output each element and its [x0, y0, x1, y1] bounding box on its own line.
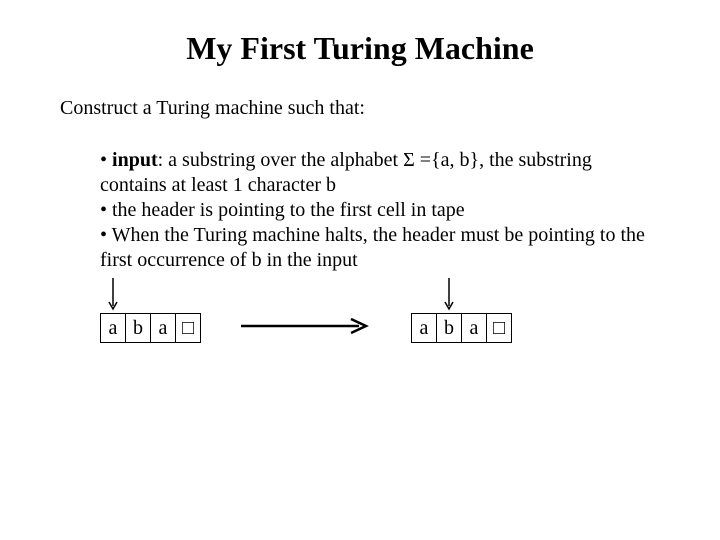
bullet-item: • When the Turing machine halts, the hea… — [100, 223, 660, 273]
tape-cell: a — [461, 313, 487, 343]
tape-right: a b a □ — [411, 313, 512, 343]
bullet-marker: • — [100, 149, 112, 171]
transition-arrow-icon — [241, 316, 371, 341]
pointer-arrow-right — [443, 278, 455, 318]
tape-left: a b a □ — [100, 313, 201, 343]
slide: My First Turing Machine Construct a Turi… — [0, 0, 720, 343]
bullet-item: • the header is pointing to the first ce… — [100, 198, 660, 223]
tapes-row: a b a □ a b a — [100, 313, 660, 343]
tape-cell: b — [125, 313, 151, 343]
tape-cell: □ — [175, 313, 201, 343]
bullet-text: : a substring over the alphabet Σ ={a, b… — [100, 149, 592, 196]
tape-cells: a b a □ — [411, 313, 512, 343]
slide-title: My First Turing Machine — [60, 30, 660, 67]
bullet-item: • input: a substring over the alphabet Σ… — [100, 148, 660, 198]
pointer-arrow-left — [107, 278, 119, 318]
tape-cell: □ — [486, 313, 512, 343]
tape-cell: a — [150, 313, 176, 343]
intro-text: Construct a Turing machine such that: — [60, 97, 660, 120]
bullet-list: • input: a substring over the alphabet Σ… — [100, 148, 660, 273]
tape-cell: a — [411, 313, 437, 343]
bullet-bold: input — [112, 149, 158, 171]
